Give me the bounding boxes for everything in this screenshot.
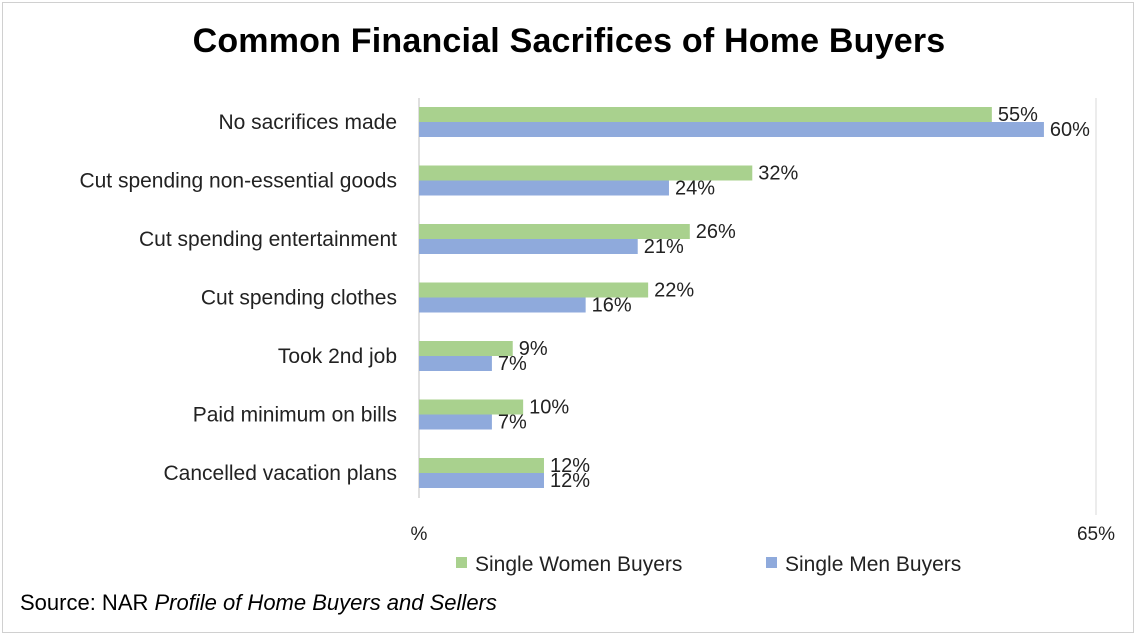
- bar-women: [419, 458, 544, 473]
- data-label-men: 60%: [1050, 119, 1090, 141]
- x-tick-label-min: %: [411, 524, 428, 545]
- legend-swatch: [456, 557, 467, 568]
- bar-men: [419, 297, 586, 313]
- data-label-women: 9%: [519, 338, 548, 360]
- category-label: Took 2nd job: [278, 345, 397, 368]
- bar-women: [419, 282, 649, 298]
- bar-men: [419, 239, 638, 254]
- bar-men: [419, 414, 492, 430]
- category-label: Cut spending clothes: [201, 287, 397, 310]
- legend-swatch: [766, 557, 777, 568]
- data-label-women: 26%: [696, 221, 736, 243]
- category-label: Cut spending entertainment: [139, 228, 397, 251]
- category-label: Paid minimum on bills: [193, 404, 397, 427]
- bar-women: [419, 399, 524, 415]
- bar-men: [419, 356, 492, 371]
- data-label-women: 32%: [758, 163, 798, 185]
- legend-entry: Single Women Buyers: [475, 553, 682, 576]
- data-label-women: 55%: [998, 104, 1038, 126]
- bar-men: [419, 122, 1044, 137]
- category-label: Cancelled vacation plans: [164, 462, 397, 485]
- chart-title: Common Financial Sacrifices of Home Buye…: [192, 22, 946, 60]
- legend-entry: Single Men Buyers: [785, 553, 961, 576]
- bar-men: [419, 473, 544, 488]
- category-label: Cut spending non-essential goods: [79, 170, 397, 193]
- data-label-women: 10%: [529, 397, 569, 419]
- data-label-women: 12%: [550, 455, 590, 477]
- category-label: No sacrifices made: [218, 111, 397, 134]
- bar-women: [419, 341, 513, 356]
- bar-women: [419, 224, 690, 239]
- bar-women: [419, 165, 753, 181]
- data-label-men: 7%: [498, 353, 527, 375]
- x-tick-label-max: 65%: [1077, 524, 1115, 545]
- source-note: Source: NAR Profile of Home Buyers and S…: [20, 590, 497, 616]
- data-label-women: 22%: [654, 280, 694, 302]
- source-publication: Profile of Home Buyers and Sellers: [154, 590, 497, 615]
- data-label-men: 12%: [550, 470, 590, 492]
- bar-women: [419, 107, 992, 122]
- bar-men: [419, 180, 669, 196]
- data-label-men: 7%: [498, 412, 527, 434]
- data-label-men: 16%: [592, 295, 632, 317]
- source-prefix: Source: NAR: [20, 590, 155, 615]
- data-label-men: 24%: [675, 178, 715, 200]
- data-label-men: 21%: [644, 236, 684, 258]
